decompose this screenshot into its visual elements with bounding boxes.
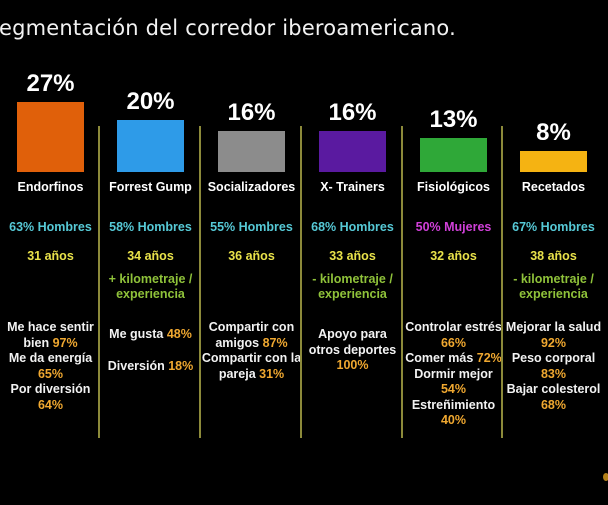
column-divider [199,126,201,438]
motive-text: Bajar colesterol [506,382,601,396]
slide-title: egmentación del corredor iberoamericano. [0,16,456,40]
motive-text: Diversión [107,358,169,373]
motive-text: Comer más [405,351,477,365]
gender-stat: 67% Hombres [512,220,595,234]
motive-percentage: 72% [476,351,502,365]
motive-percentage: 97% [52,335,78,350]
bar-forrest-gump [117,120,184,172]
motive-text: Compartir con la pareja [201,351,302,381]
motive-text: Me gusta [109,327,167,341]
motives-list: Controlar estrés 66% Comer más 72% Dormir … [403,320,504,429]
bar-value-label: 8% [536,119,571,146]
motive-percentage: 68% [540,397,567,412]
motive-percentage: 31% [259,366,285,381]
motive-item: Me da energía 65% [0,351,101,382]
motive-text: Controlar estrés [405,320,502,334]
gender-stat: 55% Hombres [210,220,293,234]
average-age: 33 años [329,249,376,263]
motive-item: Por diversión 64% [0,382,101,413]
bar-recetados [520,151,587,172]
motive-percentage: 65% [37,366,64,381]
average-age: 32 años [430,249,477,263]
gender-stat: 58% Hombres [109,220,192,234]
motive-percentage: 48% [166,327,192,341]
segment-column: 16% Socializadores 55% Hombres 36 años Compa… [201,0,302,505]
mileage-experience-note: + kilometraje / experiencia [108,272,193,301]
segment-column: 13% Fisiológicos 50% Mujeres 32 años Control… [403,0,504,505]
average-age: 34 años [127,249,174,263]
motive-item: Dormir mejor 54% [403,367,504,398]
motive-item: Peso corporal 83% [503,351,604,382]
motive-text: Mejorar la salud [505,320,602,334]
motive-percentage: 87% [262,335,288,350]
slide-marker-dot [603,473,608,481]
motive-item: Me hace sentir bien 97% [0,320,101,351]
gender-stat: 63% Hombres [9,220,92,234]
motive-text: Me hace sentir bien [7,320,94,350]
motive-item: Bajar colesterol 68% [503,382,604,413]
motive-text: Estreñimiento [411,397,496,412]
segment-name: Endorfinos [17,180,84,194]
motive-percentage: 54% [440,382,467,396]
motive-item: Me gusta 48% [100,327,201,343]
motive-text: Peso corporal [511,351,596,365]
motive-item: Compartir con la pareja 31% [201,351,302,382]
motive-item: Estreñimiento 40% [403,398,504,429]
motive-percentage: 40% [440,413,467,427]
mileage-experience-note: - kilometraje / experiencia [513,272,594,301]
motive-item: Controlar estrés 66% [403,320,504,351]
motive-item: Compartir con amigos 87% [201,320,302,351]
segment-column: 16% X- Trainers 68% Hombres 33 años - kilome… [302,0,403,505]
segment-column: 8% Recetados 67% Hombres 38 años - kilometra… [503,0,604,505]
segment-column: 27% Endorfinos 63% Hombres 31 años Me hace s… [0,0,101,505]
average-age: 38 años [530,249,577,263]
motive-text: Compartir con amigos [208,320,295,350]
column-divider [98,126,100,438]
motive-percentage: 100% [336,358,369,372]
column-divider [501,126,503,438]
column-divider [300,126,302,438]
motive-percentage: 92% [540,335,567,350]
segment-name: Forrest Gump [109,180,192,194]
motive-percentage: 83% [540,366,567,381]
bar-x-trainers [319,131,386,172]
bar-value-label: 16% [328,99,377,126]
gender-stat: 50% Mujeres [415,220,492,234]
bar-socializadores [218,131,285,172]
bar-value-label: 16% [227,99,276,126]
average-age: 31 años [27,249,74,263]
motive-item: Comer más 72% [403,351,504,367]
motives-list: Apoyo para otros deportes 100% [302,327,403,374]
motives-list: Mejorar la salud 92% Peso corporal 83% Baj… [503,320,604,413]
motive-item: Diversión 18% [100,359,201,375]
bar-value-label: 27% [26,70,75,97]
segment-name: Recetados [521,180,586,194]
segment-name: Fisiológicos [417,180,490,194]
motive-text: Dormir mejor [414,366,493,381]
motive-item: Mejorar la salud 92% [503,320,604,351]
motive-item: Apoyo para otros deportes 100% [302,327,403,374]
motives-list: Me hace sentir bien 97% Me da energía 65%… [0,320,101,413]
bar-value-label: 13% [429,106,478,133]
bar-fisiol-gicos [420,138,487,172]
segment-column: 20% Forrest Gump 58% Hombres 34 años + kilom… [100,0,201,505]
motive-percentage: 64% [37,397,64,412]
motive-percentage: 66% [440,335,467,350]
motives-list: Me gusta 48% Diversión 18% [100,327,201,374]
motive-percentage: 18% [168,358,194,373]
mileage-experience-note: - kilometraje / experiencia [312,272,393,301]
gender-stat: 68% Hombres [311,220,394,234]
segment-name: X- Trainers [320,180,385,194]
motive-text: Apoyo para otros deportes [308,327,397,357]
average-age: 36 años [228,249,275,263]
bar-value-label: 20% [126,88,175,115]
motives-list: Compartir con amigos 87% Compartir con la… [201,320,302,382]
bar-endorfinos [17,102,84,172]
motive-text: Me da energía [8,351,93,365]
segment-name: Socializadores [207,180,296,194]
column-divider [401,126,403,438]
motive-text: Por diversión [10,382,91,396]
